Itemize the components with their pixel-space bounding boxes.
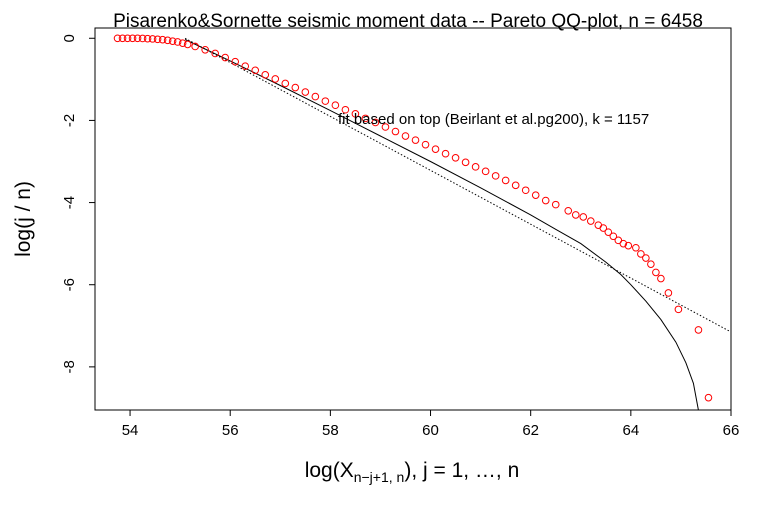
x-tick-label: 64 bbox=[622, 422, 639, 439]
data-point bbox=[511, 181, 520, 190]
data-point bbox=[441, 149, 450, 158]
data-point bbox=[531, 191, 540, 199]
data-point bbox=[261, 71, 270, 79]
data-point bbox=[361, 114, 370, 123]
data-point bbox=[133, 34, 142, 43]
data-point bbox=[321, 97, 330, 105]
data-point bbox=[331, 101, 340, 110]
data-point bbox=[551, 200, 560, 209]
data-point bbox=[178, 39, 187, 47]
fit-annotation: fit based on top (Beirlant et al.pg200),… bbox=[338, 111, 649, 128]
y-tick-label: -2 bbox=[61, 114, 78, 127]
x-axis-label: log(Xn−j+1, n), j = 1, …, n bbox=[305, 459, 520, 485]
data-point bbox=[411, 136, 420, 144]
data-point bbox=[431, 145, 440, 153]
data-point bbox=[391, 127, 400, 136]
data-point bbox=[664, 289, 673, 297]
data-point bbox=[609, 232, 618, 241]
x-tick-label: 62 bbox=[522, 422, 539, 439]
data-point bbox=[647, 260, 655, 268]
data-point bbox=[191, 42, 199, 51]
data-point bbox=[281, 79, 290, 88]
data-point bbox=[231, 57, 240, 66]
data-point bbox=[624, 241, 633, 250]
data-point bbox=[128, 34, 137, 43]
pareto-fit-line bbox=[184, 37, 732, 333]
x-axis-label-subscript: n−j+1, n bbox=[354, 469, 405, 485]
x-axis: 54 56 58 60 62 64 66 bbox=[122, 410, 740, 439]
data-point bbox=[642, 254, 650, 262]
x-tick-label: 58 bbox=[322, 422, 339, 439]
data-point bbox=[541, 196, 550, 205]
x-tick-label: 66 bbox=[723, 422, 740, 439]
data-point bbox=[657, 274, 665, 283]
data-point bbox=[351, 110, 360, 118]
y-axis: 0 -2 -4 -6 -8 bbox=[61, 34, 95, 374]
data-point bbox=[564, 206, 573, 215]
y-tick-label: -4 bbox=[61, 196, 78, 209]
data-point bbox=[481, 167, 490, 176]
data-point bbox=[221, 53, 230, 62]
x-tick-label: 54 bbox=[122, 422, 139, 439]
y-tick-label: -8 bbox=[61, 360, 78, 373]
data-point bbox=[461, 158, 470, 167]
data-point bbox=[652, 268, 660, 277]
data-point bbox=[632, 243, 640, 252]
x-tick-label: 56 bbox=[222, 422, 239, 439]
data-point bbox=[158, 35, 167, 44]
data-point bbox=[251, 66, 260, 75]
data-point bbox=[341, 105, 350, 114]
data-point bbox=[521, 186, 530, 195]
data-point bbox=[381, 123, 390, 131]
data-point bbox=[211, 49, 219, 58]
data-point bbox=[471, 163, 480, 171]
data-point bbox=[637, 250, 645, 258]
data-point bbox=[271, 75, 280, 83]
data-point bbox=[674, 305, 683, 314]
y-tick-label: -6 bbox=[61, 278, 78, 291]
data-point bbox=[604, 228, 613, 236]
data-point bbox=[401, 132, 410, 140]
data-point bbox=[491, 172, 500, 180]
x-axis-label-prefix: log(X bbox=[305, 459, 354, 482]
data-points bbox=[113, 34, 713, 402]
data-point bbox=[501, 176, 510, 185]
data-point bbox=[163, 36, 172, 45]
reference-lines bbox=[184, 37, 732, 411]
data-point bbox=[619, 239, 628, 248]
data-point bbox=[421, 140, 430, 149]
data-point bbox=[183, 40, 192, 49]
extreme-value-fit-curve bbox=[184, 39, 699, 411]
x-tick-label: 60 bbox=[422, 422, 439, 439]
data-point bbox=[153, 35, 162, 44]
data-point bbox=[138, 34, 147, 43]
data-point bbox=[168, 37, 177, 45]
data-point bbox=[451, 153, 460, 162]
data-point bbox=[148, 35, 157, 43]
data-point bbox=[123, 34, 132, 43]
data-point bbox=[311, 92, 320, 101]
data-point bbox=[201, 45, 209, 54]
data-point bbox=[599, 224, 608, 232]
data-point bbox=[579, 213, 588, 221]
data-point bbox=[704, 393, 713, 402]
data-point bbox=[571, 211, 580, 219]
data-point bbox=[113, 34, 122, 43]
data-point bbox=[594, 221, 603, 229]
data-point bbox=[694, 326, 703, 334]
plot-area-frame bbox=[94, 27, 732, 411]
data-point bbox=[173, 38, 182, 46]
data-point bbox=[291, 83, 300, 92]
data-point bbox=[301, 88, 310, 96]
data-point bbox=[371, 118, 380, 127]
y-tick-label: 0 bbox=[61, 34, 78, 42]
data-point bbox=[586, 217, 595, 225]
data-point bbox=[118, 34, 127, 43]
chart-title: Pisarenko&Sornette seismic moment data -… bbox=[113, 11, 703, 32]
x-axis-label-suffix: ), j = 1, …, n bbox=[404, 459, 519, 482]
data-point bbox=[143, 34, 152, 43]
data-point bbox=[241, 62, 250, 70]
y-axis-label: log(j / n) bbox=[12, 181, 35, 257]
